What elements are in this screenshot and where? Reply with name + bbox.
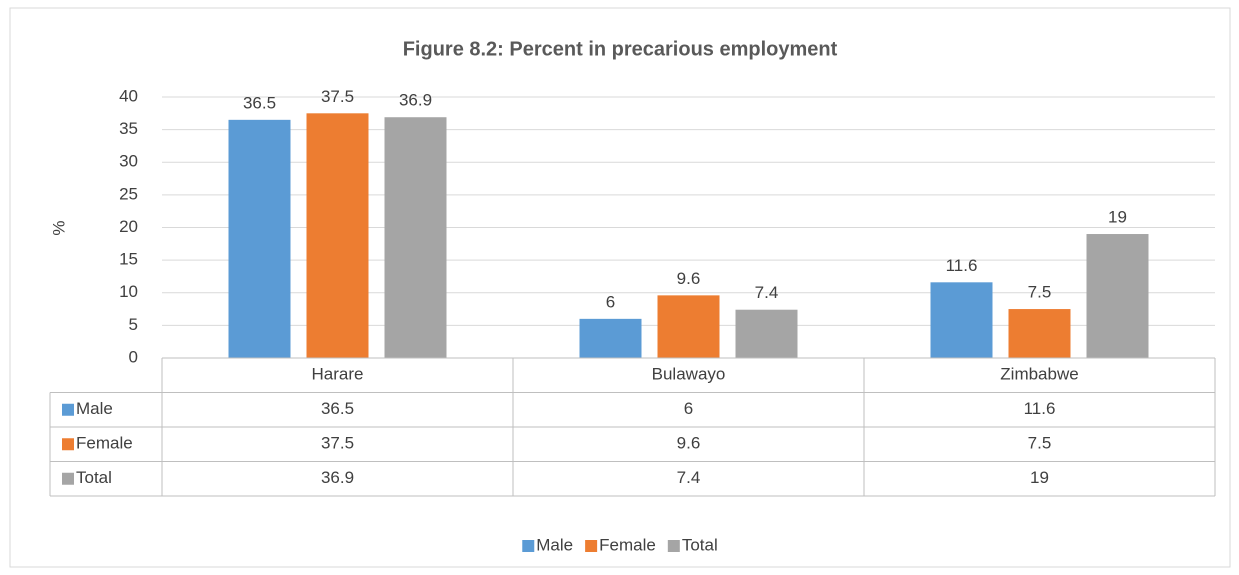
legend-label: Total bbox=[682, 535, 718, 554]
bar bbox=[735, 309, 798, 358]
bar bbox=[579, 318, 642, 358]
legend-label: Male bbox=[536, 535, 573, 554]
bar bbox=[1008, 309, 1071, 358]
y-tick-label: 5 bbox=[129, 315, 138, 334]
bar bbox=[384, 117, 447, 358]
legend-key bbox=[62, 403, 74, 416]
table-cell: 36.9 bbox=[321, 468, 354, 487]
y-tick-label: 20 bbox=[119, 217, 138, 236]
data-label: 36.5 bbox=[243, 93, 276, 112]
table-cell: 9.6 bbox=[677, 434, 701, 453]
legend-key bbox=[667, 540, 680, 552]
x-tick-label: Bulawayo bbox=[652, 365, 726, 384]
y-tick-label: 15 bbox=[119, 250, 138, 269]
table-cell: 7.4 bbox=[677, 468, 701, 487]
x-tick-label: Harare bbox=[312, 365, 364, 384]
data-label: 19 bbox=[1108, 208, 1127, 227]
chart-border bbox=[9, 7, 1231, 568]
data-label: 9.6 bbox=[677, 269, 701, 288]
data-label: 11.6 bbox=[946, 256, 978, 275]
x-tick-label: Zimbabwe bbox=[1000, 365, 1078, 384]
y-tick-label: 10 bbox=[119, 282, 138, 301]
bar bbox=[228, 119, 291, 359]
table-cell: 37.5 bbox=[321, 434, 354, 453]
y-tick-label: 35 bbox=[119, 119, 138, 138]
table-cell: 36.5 bbox=[321, 399, 354, 418]
chart-title: Figure 8.2: Percent in precarious employ… bbox=[403, 38, 838, 60]
table-row-label: Female bbox=[76, 434, 133, 453]
bar bbox=[306, 113, 369, 358]
data-label: 7.4 bbox=[755, 283, 779, 302]
y-tick-label: 40 bbox=[119, 86, 138, 105]
legend-key bbox=[62, 438, 74, 451]
legend-key bbox=[585, 540, 598, 552]
bar bbox=[1086, 234, 1149, 358]
data-label: 7.5 bbox=[1028, 283, 1052, 302]
bar bbox=[657, 295, 720, 358]
y-tick-label: 25 bbox=[119, 184, 138, 203]
y-tick-label: 0 bbox=[129, 347, 138, 366]
table-cell: 6 bbox=[684, 399, 693, 418]
table-cell: 11.6 bbox=[1024, 399, 1056, 418]
data-label: 37.5 bbox=[321, 87, 354, 106]
data-label: 6 bbox=[606, 292, 615, 311]
table-row-label: Male bbox=[76, 399, 113, 418]
legend-key bbox=[62, 472, 74, 485]
bar bbox=[930, 282, 993, 358]
y-tick-label: 30 bbox=[119, 152, 138, 171]
table-cell: 7.5 bbox=[1028, 434, 1052, 453]
table-row-label: Total bbox=[76, 468, 112, 487]
table-cell: 19 bbox=[1030, 468, 1049, 487]
legend-label: Female bbox=[599, 535, 656, 554]
legend-key bbox=[522, 540, 535, 552]
y-axis-label: % bbox=[49, 220, 68, 235]
data-label: 36.9 bbox=[399, 91, 432, 110]
